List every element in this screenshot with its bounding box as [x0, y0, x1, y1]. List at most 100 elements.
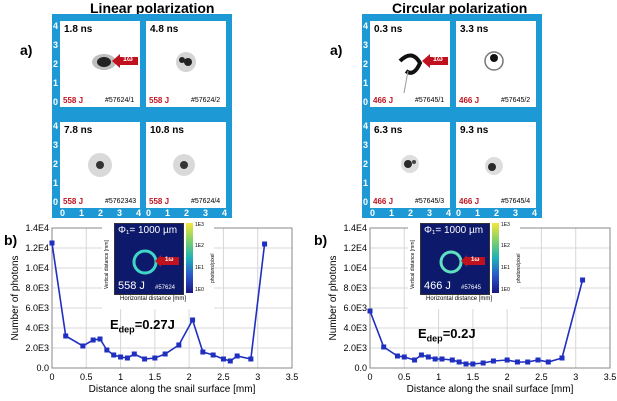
frame-tick-y: 4	[53, 21, 59, 31]
inset-shot: #57624	[155, 285, 176, 291]
frame-tick-y: 4	[363, 21, 369, 31]
data-point	[63, 333, 69, 339]
inset-ring	[132, 249, 179, 275]
edep-value: =0.2J	[442, 326, 476, 341]
x-tick-label: 0	[367, 372, 372, 382]
inset-ylabel: Vertical distance [mm]	[410, 240, 416, 289]
cbar-tick: 1E0	[195, 287, 204, 293]
y-tick-label: 2.0E3	[343, 343, 367, 353]
arrow-label: 1ω	[123, 56, 133, 63]
data-point	[412, 357, 418, 363]
right-panel-1: 0.3 ns 1ω 466 J #57645/1	[370, 21, 450, 107]
y-tick-label: 4.0E3	[25, 323, 49, 333]
edep-e: E	[110, 317, 119, 332]
panel-time: 1.8 ns	[64, 24, 93, 35]
frame-tick-x: 2	[494, 208, 500, 218]
right-frame: 0.3 ns 1ω 466 J #57645/1 3.3 ns 466 J #5…	[362, 14, 542, 218]
arrow-label: 1ω	[433, 56, 443, 63]
panel-energy: 466 J	[373, 197, 394, 206]
arrow-head-icon	[422, 54, 430, 68]
frame-tick-y: 0	[53, 197, 59, 207]
frame-tick-x: 4	[446, 208, 452, 218]
data-point	[480, 360, 486, 366]
data-point	[90, 337, 96, 343]
left-panel-3: 7.8 ns 558 J #5762343	[60, 122, 140, 208]
inset-image: Φ₁= 1000 µm 1ω 466 J #57645	[420, 223, 490, 295]
frame-tick-y: 3	[53, 40, 59, 50]
x-tick-label: 0	[49, 372, 54, 382]
frame-tick-y: 3	[53, 140, 59, 150]
frame-tick-x: 2	[98, 208, 104, 218]
x-tick-label: 2	[505, 372, 510, 382]
data-point	[580, 277, 586, 283]
x-axis-label: Distance along the snail surface [mm]	[407, 384, 574, 395]
y-tick-label: 1.2E4	[25, 243, 49, 253]
data-point	[124, 355, 130, 361]
data-point	[152, 355, 158, 361]
panel-shot: #57624/4	[191, 198, 221, 205]
left-edep: Edep=0.27J	[110, 317, 175, 335]
data-point	[200, 349, 206, 355]
plasma-image	[484, 51, 504, 71]
frame-tick-y: 4	[53, 121, 59, 131]
y-tick-label: 1.0E4	[343, 263, 367, 273]
panel-shot: #57645/3	[415, 198, 445, 205]
x-tick-label: 0.5	[80, 372, 93, 382]
data-point	[514, 359, 520, 365]
arrow-icon	[120, 57, 138, 65]
y-tick-label: 6.0E3	[343, 303, 367, 313]
data-point	[220, 356, 226, 362]
x-tick-label: 3	[573, 372, 578, 382]
x-tick-label: 0.5	[398, 372, 411, 382]
frame-tick-x: 1	[165, 208, 171, 218]
y-tick-label: 8.0E3	[343, 283, 367, 293]
x-tick-label: 2.5	[535, 372, 548, 382]
plasma-image	[398, 53, 448, 94]
frame-tick-y: 0	[53, 97, 59, 107]
y-tick-label: 6.0E3	[25, 303, 49, 313]
panel-energy: 466 J	[459, 96, 480, 105]
right-label-a: a)	[330, 42, 343, 58]
arrow-head-icon	[155, 255, 161, 267]
data-point	[401, 354, 407, 360]
frame-tick-y: 2	[53, 159, 59, 169]
data-point	[439, 356, 445, 362]
frame-tick-x: 1	[475, 208, 481, 218]
data-point	[97, 336, 103, 342]
plasma-image	[485, 157, 503, 175]
arrow-label: 1ω	[471, 257, 480, 263]
frame-tick-x: 3	[117, 208, 123, 218]
data-point	[111, 352, 117, 358]
edep-sub: dep	[118, 324, 135, 335]
data-point	[559, 355, 565, 361]
colorbar	[492, 223, 499, 293]
right-title: Circular polarization	[392, 0, 528, 16]
left-inset: Φ₁= 1000 µm 1ω 558 J #57624 1E3 1E2 1E1 …	[102, 219, 216, 309]
inset-ring	[439, 250, 485, 274]
cbar-tick: 1E2	[195, 243, 204, 249]
edep-sub: dep	[426, 333, 443, 344]
panel-shot: #57645/1	[415, 97, 445, 104]
frame-tick-x: 4	[222, 208, 228, 218]
left-panel-1: 1.8 ns 1ω 558 J #57624/1	[60, 21, 140, 107]
inset-energy: 466 J	[424, 280, 451, 292]
y-tick-label: 1.4E4	[25, 223, 49, 233]
plasma-image	[176, 52, 196, 72]
arrow-head-icon	[112, 54, 120, 68]
left-frame: 1.8 ns 1ω 558 J #57624/1 4.8 ns 558 J #5…	[52, 14, 232, 218]
left-label-a: a)	[20, 42, 33, 58]
edep-value: =0.27J	[134, 317, 175, 332]
y-tick-label: 2.0E3	[25, 343, 49, 353]
right-inset: Φ₁= 1000 µm 1ω 466 J #57645 1E3 1E2 1E1 …	[408, 219, 522, 309]
panel-time: 0.3 ns	[374, 24, 403, 35]
inset-phi: Φ₁= 1000 µm	[118, 225, 178, 236]
y-tick-label: 4.0E3	[343, 323, 367, 333]
arrow-icon	[467, 257, 485, 265]
panel-energy: 558 J	[149, 96, 170, 105]
panel-shot: #5762343	[105, 198, 137, 205]
frame-tick-y: 0	[363, 97, 369, 107]
panel-shot: #57624/2	[191, 97, 221, 104]
x-tick-label: 3	[255, 372, 260, 382]
data-point	[381, 344, 387, 350]
left-title: Linear polarization	[90, 0, 215, 16]
